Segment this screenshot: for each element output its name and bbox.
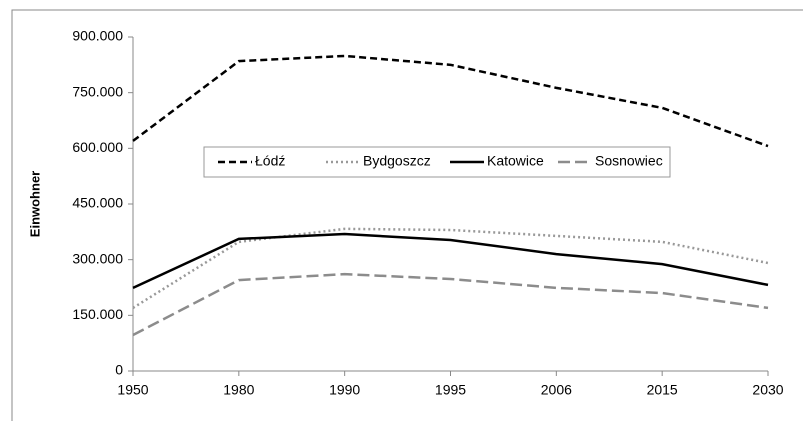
line-series (132, 54, 769, 148)
y-tick-label: 0 (115, 362, 123, 378)
line-series (132, 232, 769, 290)
y-tick-label: 600.000 (72, 139, 123, 155)
y-axis-label: Einwohner (27, 171, 42, 237)
x-tick-label: 1990 (329, 382, 360, 398)
x-tick-label: 1995 (435, 382, 466, 398)
y-tick-label: 150.000 (72, 306, 123, 322)
chart-frame (11, 9, 803, 421)
legend-label: Bydgoszcz (363, 153, 431, 169)
x-tick-label: 2030 (752, 382, 783, 398)
x-tick-label: 1980 (223, 382, 254, 398)
legend-label: Łódź (255, 153, 285, 169)
x-tick-label: 2015 (647, 382, 678, 398)
legend-box (203, 146, 671, 178)
y-tick-label: 300.000 (72, 250, 123, 266)
y-tick-label: 750.000 (72, 83, 123, 99)
legend-label: Sosnowiec (595, 153, 663, 169)
line-series (132, 272, 769, 337)
y-tick-label: 450.000 (72, 195, 123, 211)
y-tick-label: 900.000 (72, 28, 123, 44)
x-tick-label: 2006 (541, 382, 572, 398)
legend-label: Katowice (487, 153, 544, 169)
x-tick-label: 1950 (117, 382, 148, 398)
